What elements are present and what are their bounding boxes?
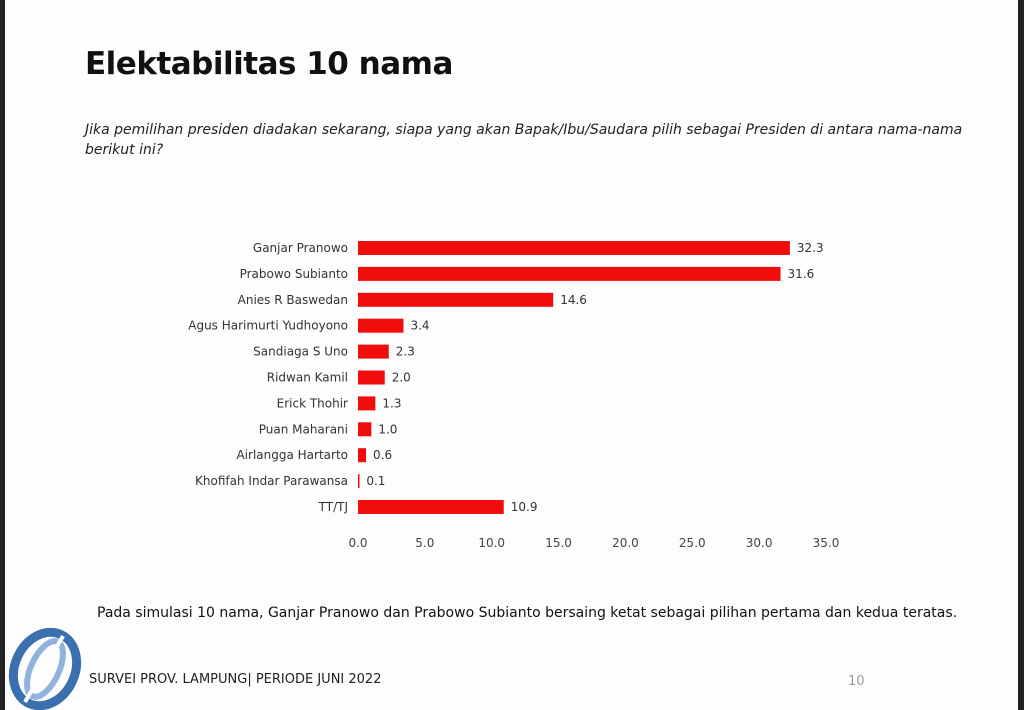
value-label: 1.3 (382, 396, 401, 410)
x-tick-label: 0.0 (348, 536, 367, 550)
value-label: 31.6 (788, 267, 815, 281)
x-tick-label: 5.0 (415, 536, 434, 550)
survey-question: Jika pemilihan presiden diadakan sekaran… (85, 122, 963, 158)
value-label: 32.3 (797, 241, 824, 255)
x-tick-label: 25.0 (679, 536, 706, 550)
category-label: Sandiaga S Uno (253, 345, 348, 359)
page-number: 10 (848, 674, 865, 689)
survey-logo (8, 628, 82, 710)
footer-text: SURVEI PROV. LAMPUNG| PERIODE JUNI 2022 (89, 672, 382, 687)
bar (358, 344, 389, 359)
bar (358, 500, 504, 514)
bar (358, 422, 372, 437)
category-label: Khofifah Indar Parawansa (195, 474, 348, 488)
category-label: Agus Harimurti Yudhoyono (188, 319, 348, 333)
category-label: TT/TJ (318, 500, 348, 514)
category-label: Airlangga Hartarto (236, 448, 348, 462)
summary-note: Pada simulasi 10 nama, Ganjar Pranowo da… (97, 605, 958, 621)
bar (358, 241, 790, 255)
value-label: 3.4 (410, 319, 429, 333)
value-label: 10.9 (511, 500, 538, 514)
bar (358, 474, 360, 489)
category-label: Erick Thohir (277, 396, 348, 410)
category-label: Prabowo Subianto (240, 267, 348, 281)
bar (358, 266, 781, 281)
category-label: Puan Maharani (259, 422, 348, 436)
x-tick-label: 20.0 (612, 536, 639, 550)
category-label: Ganjar Pranowo (253, 241, 348, 255)
bar (358, 318, 404, 333)
value-label: 0.1 (366, 474, 385, 488)
value-label: 14.6 (560, 293, 587, 307)
x-tick-label: 30.0 (746, 536, 773, 550)
bar (358, 370, 385, 385)
bar (358, 396, 376, 411)
value-label: 2.3 (396, 345, 415, 359)
bar (358, 448, 367, 463)
slide-title: Elektabilitas 10 nama (85, 46, 453, 82)
x-tick-label: 15.0 (545, 536, 572, 550)
slide: Elektabilitas 10 nama Jika pemilihan pre… (5, 0, 1018, 710)
value-label: 1.0 (378, 422, 397, 436)
bar (358, 292, 554, 307)
bar-chart: Ganjar Pranowo 32.3 Prabowo Subianto 31.6 An… (188, 241, 840, 550)
value-label: 2.0 (392, 371, 411, 385)
category-label: Anies R Baswedan (238, 293, 348, 307)
x-tick-label: 35.0 (813, 536, 840, 550)
category-label: Ridwan Kamil (267, 371, 348, 385)
value-label: 0.6 (373, 448, 392, 462)
x-tick-label: 10.0 (478, 536, 505, 550)
